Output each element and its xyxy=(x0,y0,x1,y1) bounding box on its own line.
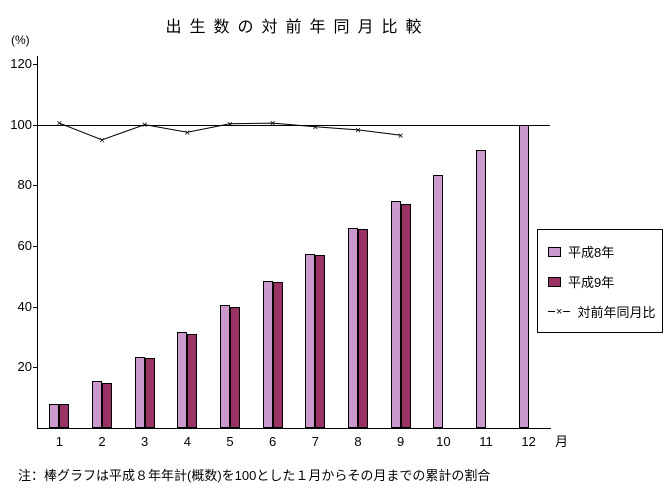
bar-series1-month-6 xyxy=(272,282,283,428)
legend-label-heisei8: 平成8年 xyxy=(568,245,615,260)
x-tick-label-7: 7 xyxy=(311,434,319,449)
x-marker-icon: × xyxy=(99,135,105,146)
y-tick-label-100: 100 xyxy=(10,116,32,132)
x-tick-label-9: 9 xyxy=(397,434,405,449)
bar-series1-month-2 xyxy=(102,382,112,428)
x-tick-label-2: 2 xyxy=(98,434,106,449)
x-marker-icon: × xyxy=(142,120,148,131)
bar-series0-month-2 xyxy=(92,380,102,428)
y-tick-mark-60 xyxy=(33,246,38,247)
bar-series0-month-6 xyxy=(262,280,273,428)
x-tick-label-10: 10 xyxy=(436,434,451,449)
bar-series0-month-1 xyxy=(49,403,60,428)
yoy-ratio-line xyxy=(59,122,401,141)
bar-series0-month-3 xyxy=(134,356,145,428)
x-marker-icon: × xyxy=(398,131,404,142)
bar-series0-month-10 xyxy=(433,174,444,428)
x-tick-label-1: 1 xyxy=(55,434,63,449)
x-tick-label-3: 3 xyxy=(141,434,149,449)
x-marker-icon: × xyxy=(56,119,62,130)
legend-entry-yoy-ratio: × 対前年同月比 xyxy=(548,302,655,321)
bar-series0-month-4 xyxy=(177,332,188,428)
y-tick-label-40: 40 xyxy=(17,298,32,314)
bar-series1-month-7 xyxy=(315,255,326,428)
y-tick-label-20: 20 xyxy=(17,359,32,375)
legend-entry-heisei9: 平成9年 xyxy=(548,272,614,291)
footnote: 注：棒グラフは平成８年年計(概数)を100とした１月からその月までの累計の割合 xyxy=(18,468,491,483)
legend-label-heisei9: 平成9年 xyxy=(568,275,615,290)
x-marker-icon: × xyxy=(355,125,361,136)
y-tick-mark-20 xyxy=(33,367,38,369)
bar-series1-month-8 xyxy=(358,229,368,428)
x-marker-icon: × xyxy=(556,305,563,318)
x-tick-label-6: 6 xyxy=(269,434,277,449)
legend-line-sample: × xyxy=(548,305,571,318)
legend-line-dash-right xyxy=(563,311,571,312)
y-tick-mark-100 xyxy=(33,124,38,126)
x-tick-label-8: 8 xyxy=(354,434,362,449)
y-tick-label-80: 80 xyxy=(17,177,32,193)
bar-series0-month-5 xyxy=(220,305,230,428)
x-marker-icon: × xyxy=(312,122,318,133)
y-tick-label-120: 120 xyxy=(10,56,32,71)
chart-title: 出生数の対前年同月比較 xyxy=(165,19,430,36)
legend-label-yoy-ratio: 対前年同月比 xyxy=(577,305,656,320)
yoy-ratio-line-layer: × × × × × × × × × xyxy=(56,119,404,147)
x-tick-label-11: 11 xyxy=(479,434,493,449)
bar-series1-month-5 xyxy=(230,306,240,428)
bar-series1-month-9 xyxy=(400,203,411,428)
x-marker-icon: × xyxy=(270,119,276,130)
legend-entry-heisei8: 平成8年 xyxy=(548,242,614,261)
x-axis-line xyxy=(37,428,551,429)
legend-line-dash-left xyxy=(548,311,555,312)
legend-swatch-heisei9 xyxy=(548,276,561,287)
y-tick-mark-120 xyxy=(33,64,38,65)
bar-series1-month-4 xyxy=(187,333,198,428)
bar-series0-month-11 xyxy=(476,150,486,428)
x-marker-icon: × xyxy=(184,128,190,139)
bar-series0-month-7 xyxy=(305,253,316,428)
plot-area: × × × × × × × × × xyxy=(38,64,550,428)
legend: 平成8年 平成9年 × 対前年同月比 xyxy=(537,229,663,333)
x-tick-label-12: 12 xyxy=(521,434,536,449)
legend-swatch-heisei8 xyxy=(548,246,561,257)
bar-series1-month-3 xyxy=(144,358,155,428)
y-tick-mark-40 xyxy=(33,306,38,308)
y-tick-mark-80 xyxy=(33,185,38,187)
y-axis-line xyxy=(37,56,38,428)
x-tick-label-4: 4 xyxy=(183,434,191,449)
bar-series1-month-1 xyxy=(59,403,70,428)
x-marker-icon: × xyxy=(227,119,233,130)
x-tick-label-5: 5 xyxy=(226,434,234,449)
bar-series0-month-8 xyxy=(348,227,358,428)
bar-series0-month-9 xyxy=(390,200,401,428)
x-axis-unit-label: 月 xyxy=(555,434,569,449)
y-tick-label-60: 60 xyxy=(17,238,32,253)
bar-series0-month-12 xyxy=(518,124,529,428)
y-axis-unit-label: (%) xyxy=(11,33,30,47)
